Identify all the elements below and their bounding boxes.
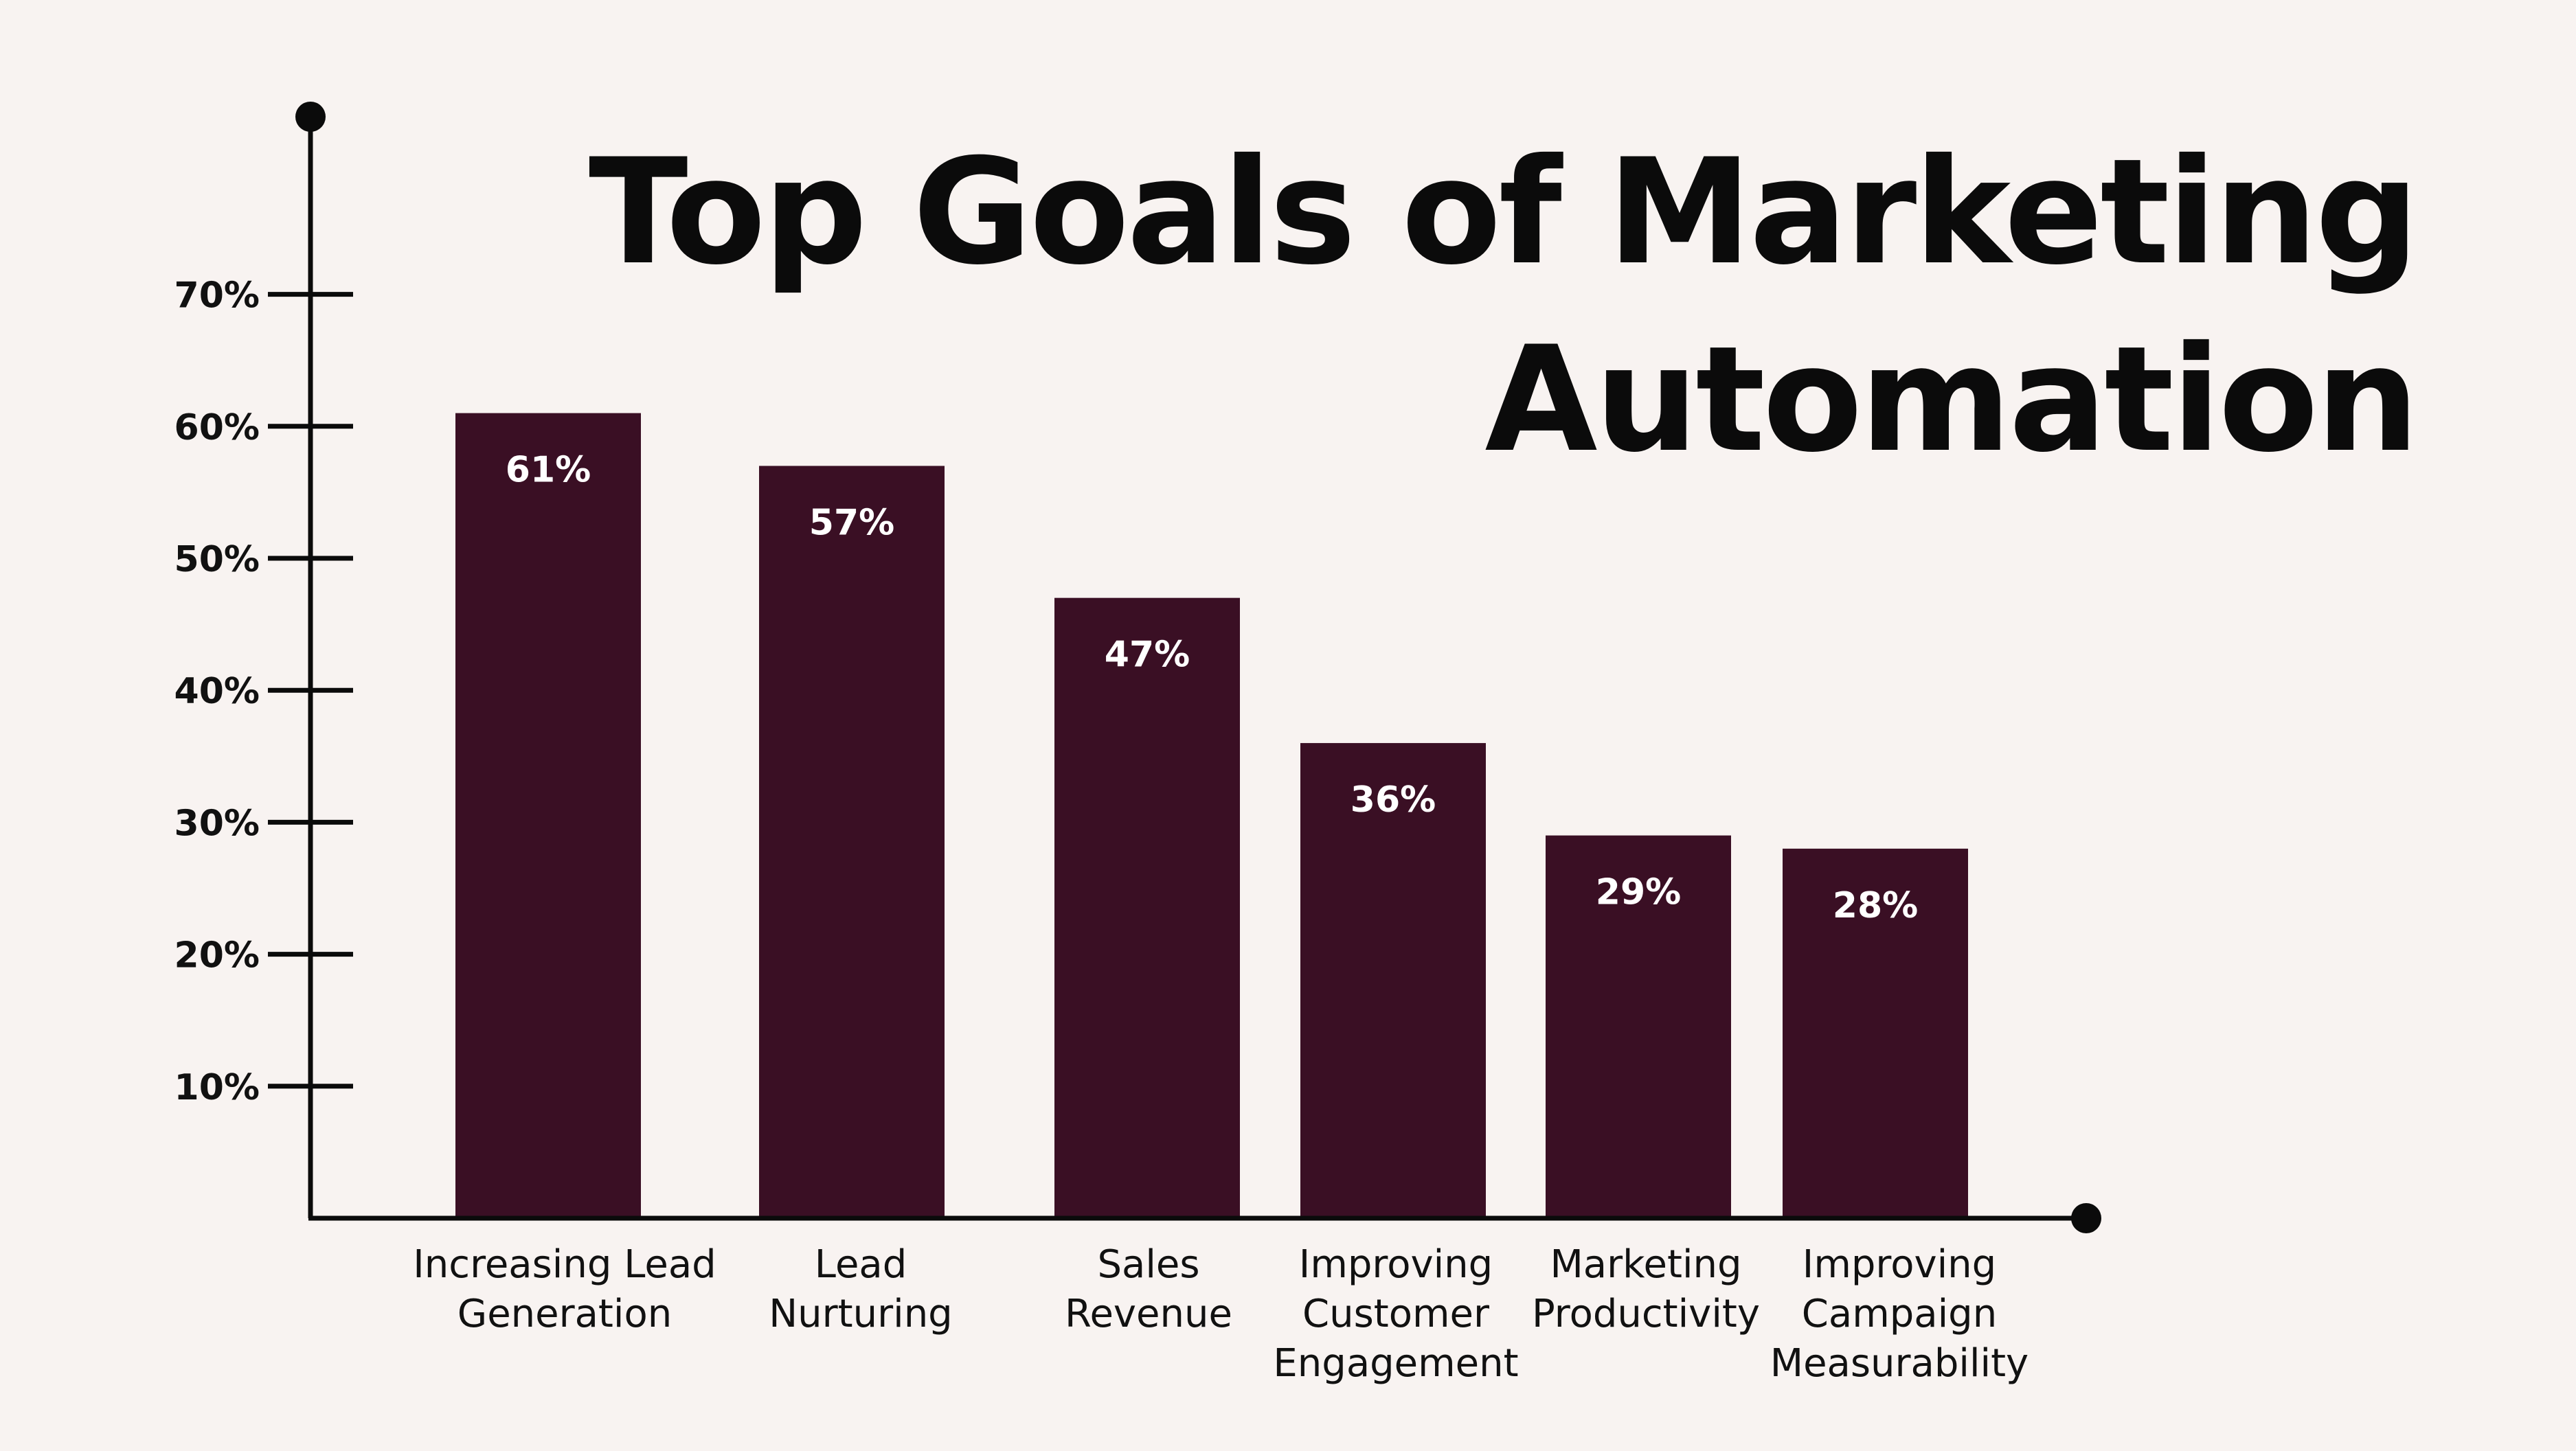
category-label-5-line-1: Marketing [1550, 1242, 1741, 1287]
y-tick-label-20: 20% [174, 935, 260, 976]
category-label-1-line-2: Generation [457, 1292, 672, 1336]
category-labels-group: Increasing Lead Generation Lead Nurturing Sa… [413, 1242, 2029, 1386]
category-label-1-line-1: Increasing Lead [413, 1242, 716, 1287]
y-axis-end-dot [295, 102, 326, 132]
category-label-3-line-1: Sales [1097, 1242, 1199, 1287]
x-axis [308, 1203, 2101, 1233]
bar-5 [1546, 835, 1731, 1218]
category-label-2-line-1: Lead [815, 1242, 907, 1287]
bar-value-label-1: 61% [506, 450, 591, 491]
bar-4 [1300, 743, 1486, 1218]
y-tick-label-70: 70% [174, 275, 260, 317]
y-tick-label-30: 30% [174, 803, 260, 844]
bar-2 [759, 466, 945, 1219]
y-tick-label-50: 50% [174, 539, 260, 580]
category-label-6-line-2: Campaign [1802, 1292, 1997, 1336]
bar-value-label-5: 29% [1596, 872, 1681, 913]
bar-value-label-6: 28% [1833, 885, 1918, 926]
bar-1 [455, 413, 641, 1218]
bar-value-label-2: 57% [809, 502, 894, 543]
chart-title: Top Goals of Marketing Automation [589, 127, 2419, 484]
category-label-2-line-2: Nurturing [769, 1292, 952, 1336]
y-axis: 10% 20% 30% 40% 50% 60% 70% [174, 102, 353, 1218]
y-tick-label-10: 10% [174, 1067, 260, 1108]
category-label-4-line-1: Improving [1299, 1242, 1493, 1287]
category-label-3-line-2: Revenue [1065, 1292, 1232, 1336]
y-tick-label-60: 60% [174, 407, 260, 448]
category-label-6-line-1: Improving [1803, 1242, 1996, 1287]
category-label-4-line-2: Customer [1302, 1292, 1490, 1336]
bar-value-label-4: 36% [1351, 779, 1436, 821]
bar-6 [1783, 848, 1968, 1218]
category-label-1: Increasing Lead Generation [413, 1242, 716, 1336]
bar-3 [1054, 597, 1240, 1218]
category-label-5-line-2: Productivity [1532, 1292, 1760, 1336]
bars-group [455, 413, 1968, 1219]
category-label-6: Improving Campaign Measurability [1770, 1242, 2029, 1386]
category-label-3: Sales Revenue [1065, 1242, 1232, 1336]
value-labels-group: 61% 57% 47% 36% 29% 28% [506, 450, 1918, 926]
x-axis-end-dot [2071, 1203, 2101, 1233]
bar-value-label-3: 47% [1105, 635, 1190, 676]
category-label-6-line-3: Measurability [1770, 1341, 2029, 1386]
category-label-2: Lead Nurturing [769, 1242, 952, 1336]
category-label-4: Improving Customer Engagement [1273, 1242, 1518, 1386]
chart-title-line-1: Top Goals of Marketing [589, 127, 2417, 297]
category-label-5: Marketing Productivity [1532, 1242, 1760, 1336]
category-label-4-line-3: Engagement [1273, 1341, 1518, 1386]
chart-title-line-2: Automation [1484, 315, 2417, 484]
y-tick-label-40: 40% [174, 671, 260, 712]
